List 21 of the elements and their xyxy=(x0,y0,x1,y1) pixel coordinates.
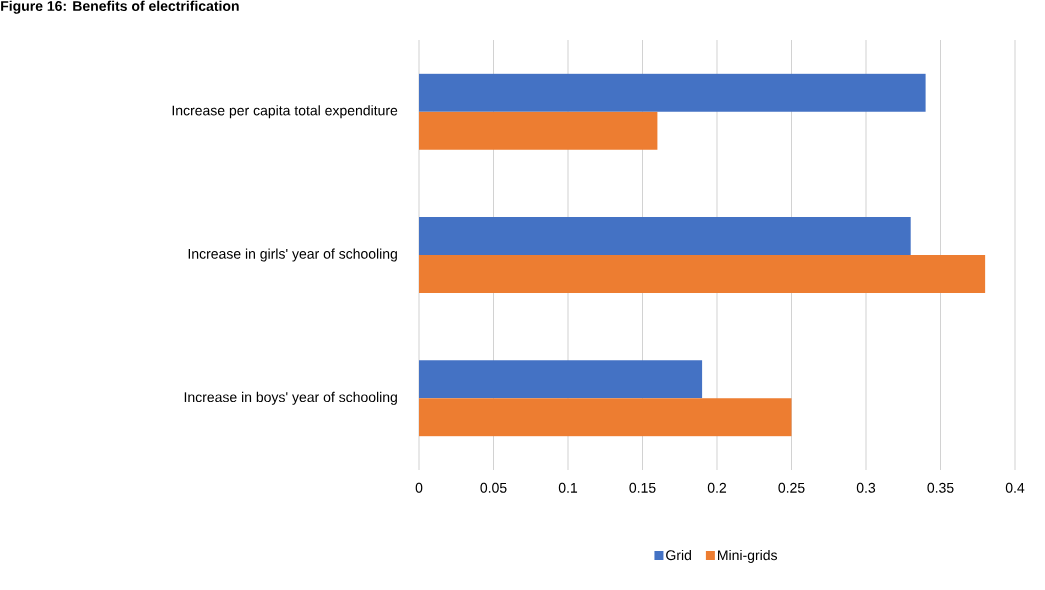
legend-label: Grid xyxy=(666,549,691,561)
x-tick-label: 0.2 xyxy=(707,482,727,493)
x-tick-label: 0.25 xyxy=(778,482,805,493)
bar xyxy=(419,398,792,437)
bar xyxy=(419,111,658,150)
x-tick-label: 0.35 xyxy=(927,482,954,493)
x-tick-label: 0.05 xyxy=(480,482,507,493)
bar xyxy=(419,255,986,294)
bar xyxy=(419,217,911,256)
x-tick-label: 0.3 xyxy=(856,482,876,493)
text: Figure 16: Benefits of electrification xyxy=(1,0,239,14)
x-tick-label: 0.1 xyxy=(558,482,578,493)
bar xyxy=(419,360,703,399)
legend-label: Mini-grids xyxy=(718,549,778,563)
y-tick-label: Increase in boys' year of schooling xyxy=(184,391,397,405)
x-tick-label: 0.15 xyxy=(629,482,656,493)
bar xyxy=(419,73,926,112)
x-tick-label: 0 xyxy=(415,482,423,493)
y-tick-label: Increase in girls' year of schooling xyxy=(188,248,397,262)
x-tick-label: 0.4 xyxy=(1005,482,1025,493)
y-tick-label: Increase per capita total expenditure xyxy=(172,105,398,119)
